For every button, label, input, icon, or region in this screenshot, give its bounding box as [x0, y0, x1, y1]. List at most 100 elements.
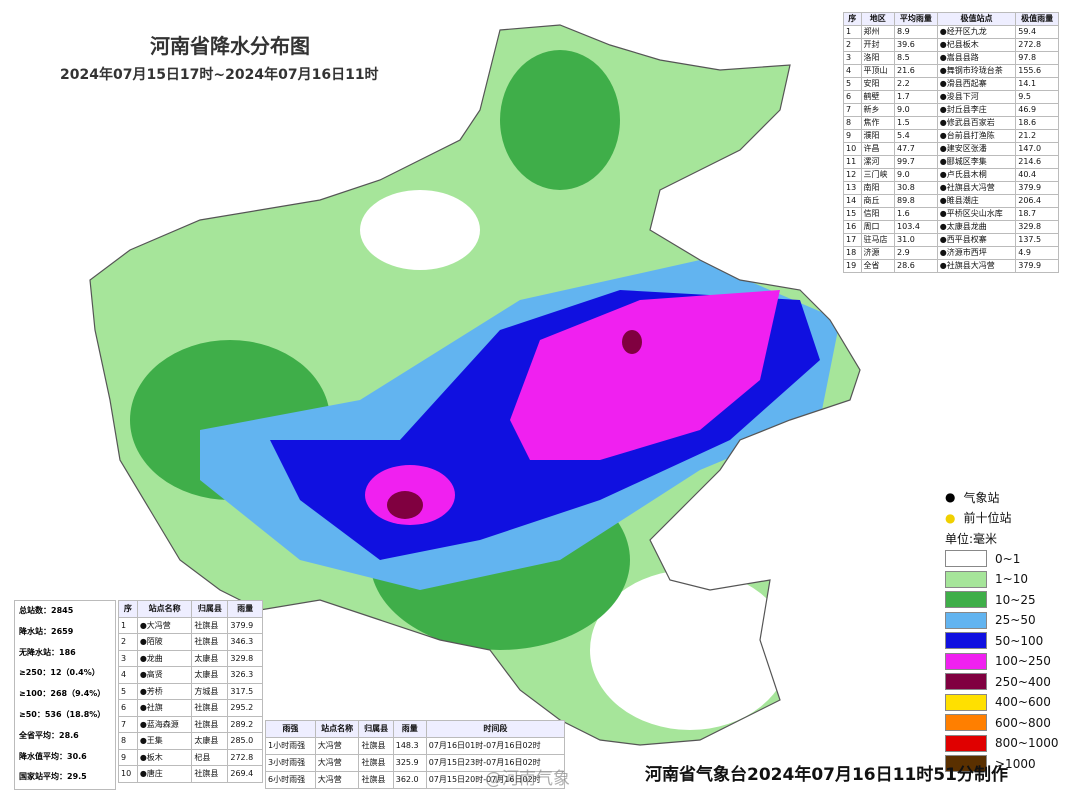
column-header: 极值站点 — [936, 12, 1017, 26]
table-cell: 59.4 — [1015, 25, 1059, 39]
table-cell: 1.6 — [894, 207, 938, 221]
table-cell: ●大冯营 — [136, 616, 193, 634]
legend-item: 250~400 — [945, 672, 1059, 693]
table-row: 5 安阳 2.2 ●滑县西起寨 14.1 — [843, 77, 1059, 91]
table-cell: 新乡 — [860, 103, 896, 117]
table-cell: 379.9 — [227, 616, 263, 634]
table-row: 14 商丘 89.8 ●睢县潮庄 206.4 — [843, 194, 1059, 208]
table-row: 18 济源 2.9 ●济源市西坪 4.9 — [843, 246, 1059, 260]
table-cell: 三门峡 — [860, 168, 896, 182]
column-header: 归属县 — [191, 600, 229, 618]
legend-text: 前十位站 — [963, 511, 1012, 526]
table-cell: 1 — [118, 616, 138, 634]
area-100-250 — [510, 290, 780, 460]
table-cell: 346.3 — [227, 633, 263, 651]
table-row: 4 ●高贤 太康县 326.3 — [118, 666, 263, 684]
table-row: 2 开封 39.6 ●杞县板木 272.8 — [843, 38, 1059, 52]
table-cell: 郑州 — [860, 25, 896, 39]
table-cell: 18.6 — [1015, 116, 1059, 130]
column-header: 序 — [843, 12, 862, 26]
table-cell: 103.4 — [894, 220, 938, 234]
table-cell: 漯河 — [860, 155, 896, 169]
table-cell: 濮阳 — [860, 129, 896, 143]
table-cell: ●王集 — [136, 732, 193, 750]
legend-label: >1000 — [995, 756, 1036, 771]
table-cell: ●平桥区尖山水库 — [936, 207, 1017, 221]
table-cell: 3小时雨强 — [265, 754, 316, 772]
table-cell: 大冯营 — [314, 737, 360, 755]
legend-item: 100~250 — [945, 651, 1059, 672]
legend-swatch — [945, 652, 987, 670]
stat-line: ≥50：536（18.8%） — [19, 709, 106, 719]
table-cell: 137.5 — [1015, 233, 1059, 247]
table-row: 16 周口 103.4 ●太康县龙曲 329.8 — [843, 220, 1059, 234]
station-dot: ● — [945, 490, 956, 505]
table-row: 12 三门峡 9.0 ●卢氏县木桐 40.4 — [843, 168, 1059, 182]
table-cell: 7 — [843, 103, 862, 117]
table-cell: 30.8 — [894, 181, 938, 195]
table-cell: 19 — [843, 259, 862, 273]
table-cell: 2 — [118, 633, 138, 651]
table-cell: 9 — [843, 129, 862, 143]
legend-swatch — [945, 591, 987, 609]
table-cell: ●舞钢市玲珑台茶 — [936, 64, 1017, 78]
table-cell: 太康县 — [191, 666, 229, 684]
table-cell: 许昌 — [860, 142, 896, 156]
table-cell: 8 — [843, 116, 862, 130]
table-row: 13 南阳 30.8 ●社旗县大冯营 379.9 — [843, 181, 1059, 195]
table-cell: 8.9 — [894, 25, 938, 39]
table-row: 9 濮阳 5.4 ●台前县打渔陈 21.2 — [843, 129, 1059, 143]
footer: 河南省气象台2024年07月16日11时51分制作 — [645, 765, 1008, 785]
legend-swatch — [945, 714, 987, 732]
table-cell: 97.8 — [1015, 51, 1059, 65]
column-header: 站点名称 — [136, 600, 193, 618]
table-cell: 4 — [118, 666, 138, 684]
table-cell: 15 — [843, 207, 862, 221]
table-row: 17 驻马店 31.0 ●西平县权寨 137.5 — [843, 233, 1059, 247]
legend-label: 25~50 — [995, 613, 1036, 628]
legend-item: 25~50 — [945, 610, 1059, 631]
table-cell: 4 — [843, 64, 862, 78]
table-cell: 9 — [118, 748, 138, 766]
column-header: 雨强 — [265, 720, 316, 738]
table-cell: 2 — [843, 38, 862, 52]
table-cell: 148.3 — [392, 737, 427, 755]
legend-swatch — [945, 611, 987, 629]
table-row: 15 信阳 1.6 ●平桥区尖山水库 18.7 — [843, 207, 1059, 221]
table-cell: 2.9 — [894, 246, 938, 260]
table-cell: 杞县 — [191, 748, 229, 766]
table-cell: 信阳 — [860, 207, 896, 221]
stat-line: ≥250：12（0.4%） — [19, 668, 100, 678]
table-cell: 99.7 — [894, 155, 938, 169]
table-cell: 329.8 — [227, 649, 263, 667]
table-cell: 21.6 — [894, 64, 938, 78]
table-cell: 5 — [118, 682, 138, 700]
legend-label: 50~100 — [995, 633, 1044, 648]
table-cell: 285.0 — [227, 732, 263, 750]
table-cell: 社旗县 — [358, 754, 394, 772]
subtitle: 2024年07月15日17时~2024年07月16日11时 — [60, 67, 379, 83]
table-cell: ●卢氏县木桐 — [936, 168, 1017, 182]
table-row: 2 ●陌陂 社旗县 346.3 — [118, 633, 263, 651]
table-row: 6 鹤壁 1.7 ●浚县下河 9.5 — [843, 90, 1059, 104]
area-250-400 — [622, 330, 642, 354]
table-cell: ●封丘县李庄 — [936, 103, 1017, 117]
legend-swatch — [945, 693, 987, 711]
table-cell: ●龙曲 — [136, 649, 193, 667]
table-cell: 开封 — [860, 38, 896, 52]
rain-areas — [90, 25, 860, 745]
intensity-table: 雨强 站点名称 归属县 雨量 时间段 1小时雨强 大冯营 社旗县 148.3 07月16日01时-… — [265, 720, 566, 789]
table-cell: 社旗县 — [191, 715, 229, 733]
table-cell: 39.6 — [894, 38, 938, 52]
table-cell: ●唐庄 — [136, 765, 193, 783]
table-cell: ●经开区九龙 — [936, 25, 1017, 39]
table-cell: 2.2 — [894, 77, 938, 91]
table-cell: 焦作 — [860, 116, 896, 130]
table-cell: 社旗县 — [191, 699, 229, 717]
table-row: 8 ●王集 太康县 285.0 — [118, 732, 263, 750]
table-cell: 大冯营 — [314, 771, 360, 789]
table-cell: ●板木 — [136, 748, 193, 766]
table-cell: ●芳桥 — [136, 682, 193, 700]
table-cell: ●台前县打渔陈 — [936, 129, 1017, 143]
